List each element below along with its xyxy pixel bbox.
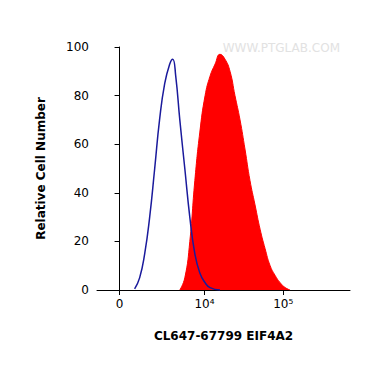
svg-text:100: 100 [66, 40, 89, 54]
svg-text:CL647-67799 EIF4A2: CL647-67799 EIF4A2 [154, 329, 293, 343]
svg-text:0: 0 [116, 297, 124, 311]
svg-text:40: 40 [74, 186, 89, 200]
svg-text:Relative Cell Number: Relative Cell Number [34, 97, 48, 240]
svg-text:20: 20 [74, 234, 89, 248]
svg-text:60: 60 [74, 137, 89, 151]
svg-text:0: 0 [81, 283, 89, 297]
svg-text:10⁵: 10⁵ [273, 297, 293, 311]
svg-text:80: 80 [74, 89, 89, 103]
svg-text:WWW.PTGLAB.COM: WWW.PTGLAB.COM [223, 41, 340, 55]
svg-text:10⁴: 10⁴ [194, 297, 214, 311]
